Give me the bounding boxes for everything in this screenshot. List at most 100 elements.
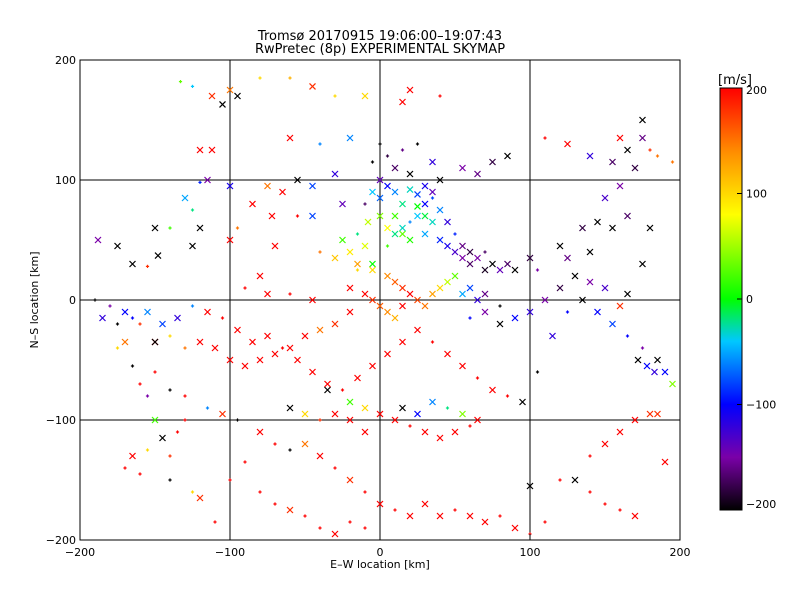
data-point [303,514,307,518]
data-point [211,344,219,352]
data-point [655,154,660,158]
colorbar: [m/s] 200 100 0 −100 −200 [718,73,776,511]
data-point [399,284,406,292]
data-point [183,418,187,422]
data-point [384,350,391,358]
data-point [601,194,609,202]
x-axis-label: E–W location [km] [330,558,430,571]
data-point [429,158,436,166]
data-point [331,170,339,178]
data-point [399,404,406,412]
data-point [346,416,354,424]
data-point [130,364,135,368]
data-point [331,410,339,418]
colorbar-tick-label: −100 [746,399,776,412]
data-point [391,188,399,196]
data-point [279,188,286,196]
y-tick-label: −200 [46,534,76,547]
data-point [459,410,466,418]
data-point [399,302,406,310]
data-point [406,290,414,298]
data-point [288,448,292,452]
data-point [414,202,421,210]
data-point [318,418,322,422]
data-point [631,164,639,172]
data-point [309,368,316,376]
data-point [190,304,195,308]
data-point [391,212,399,220]
data-point [273,442,277,446]
data-point [468,316,472,320]
data-point [571,476,579,484]
data-point [205,406,210,410]
data-point [361,242,369,250]
data-point [498,304,502,308]
data-point [198,180,202,184]
data-point [391,278,399,286]
data-point [271,350,279,358]
data-point [196,224,204,232]
data-point [483,250,487,254]
data-point [226,86,234,94]
data-point [108,304,112,308]
data-point [348,520,352,524]
data-point [451,248,459,256]
data-point [414,296,421,304]
data-point [399,98,406,106]
data-point [376,302,384,310]
data-point [268,212,276,220]
data-point [324,386,331,394]
data-point [436,236,444,244]
data-point [654,356,661,364]
data-point [541,296,549,304]
data-point [421,500,429,508]
data-point [333,94,337,98]
data-point [196,338,204,346]
data-point [175,430,180,434]
data-point [609,224,616,232]
data-point [504,260,511,268]
data-point [286,404,294,412]
data-point [363,526,367,530]
data-point [603,502,607,506]
data-point [421,200,429,208]
y-tick-label: −100 [46,414,76,427]
data-point [316,452,324,460]
data-point [406,170,414,178]
data-point [436,206,444,214]
data-point [129,260,136,268]
data-point [243,286,247,290]
data-point [208,92,216,100]
data-point [489,260,496,268]
data-point [318,142,322,146]
data-point [378,142,382,146]
data-point [318,526,322,530]
data-point [430,340,435,344]
data-point [280,346,285,350]
data-point [384,272,391,280]
data-point [295,214,300,218]
data-point [168,334,172,338]
x-tick-label: 100 [520,546,541,559]
chart-title: Tromsø 20170915 19:06:00–19:07:43 [257,29,502,44]
data-point [243,460,247,464]
data-point [288,292,292,296]
data-point [444,242,451,250]
data-point [436,284,444,292]
data-point [556,284,564,292]
data-point [241,362,249,370]
data-point [318,250,322,254]
data-point [385,244,390,248]
data-point [235,418,240,422]
data-point [228,478,232,482]
data-point [565,310,570,314]
data-point [309,82,316,90]
chart-subtitle: RwPretec (8p) EXPERIMENTAL SKYMAP [255,42,505,57]
data-point [168,388,172,392]
data-point [466,512,474,520]
data-point [489,386,496,394]
data-point [556,242,564,250]
data-point [496,266,504,274]
data-point [526,308,534,316]
